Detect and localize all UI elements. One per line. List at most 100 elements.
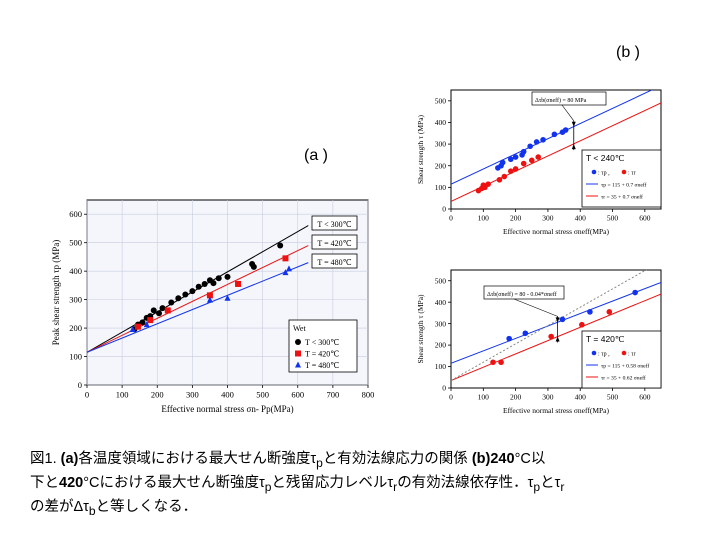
legend-entry: : τp , [598,352,610,358]
data-point [285,265,292,272]
data-point [143,321,150,328]
x-tick-label: 500 [607,393,619,402]
caption-subscript: p [316,455,323,470]
data-point [512,154,519,160]
data-point [224,273,231,280]
x-tick-label: 100 [116,390,129,400]
y-tick-label: 400 [435,118,447,127]
annotation-text: Δτb(σneff) = 80 MPa [535,97,587,104]
data-point [129,326,136,332]
y-tick-label: 600 [69,209,82,219]
y-tick-label: 0 [442,205,446,214]
legend-entry: τr = 35 + 0.7 σneff [601,194,643,201]
data-point [533,139,540,145]
y-tick-label: 400 [435,298,447,307]
data-point [512,166,519,172]
annotation-text: Δτb(σneff) = 80 - 0.04*σneff [487,291,557,298]
data-point [147,317,154,324]
data-point [498,359,504,366]
data-point [528,157,535,164]
data-point [520,160,527,167]
caption-text: 各温度領域における最大せん断強度τ [78,451,317,467]
gap-arrow [555,317,560,323]
legend-entry: : τr [628,171,636,177]
caption-text: と残留応力レベルτ [271,474,394,491]
caption-subscript: r [393,479,398,494]
data-point [485,181,491,187]
fit-lines [451,270,661,381]
data-point [579,321,585,328]
x-axis-title: Effective normal stress σneff(MPa) [503,227,610,236]
line-tag-label: T < 300℃ [317,220,351,229]
fit-line [87,262,309,353]
data-point [282,269,289,276]
x-tick-label: 200 [510,214,522,223]
panel-label-b: (b ) [616,44,640,61]
y-tick-label: 200 [435,161,447,170]
x-tick-label: 200 [510,393,522,402]
data-point [159,305,166,312]
legend-box [581,330,662,389]
legend-title: T < 240℃ [586,153,625,163]
line-tag [311,253,358,269]
data-point [501,173,508,180]
gap-arrow [571,144,576,150]
legend-box [288,319,358,373]
y-axis-title: Peak shear strength τp (MPa) [51,240,61,346]
x-tick-label: 500 [607,214,619,223]
line-tag [311,234,358,250]
caption-part-b: (b)240 [471,451,515,467]
legend-title: Wet [293,324,306,333]
caption-subscript: r [560,479,565,494]
data-point [282,255,289,262]
x-tick-label: 400 [575,393,587,402]
x-axis-title: Effective normal stress σn- Pp(MPa) [161,404,293,414]
chart-1: 0 100 200 300 400 500 600 700 800 0 100 200 300 400 50… [51,199,374,414]
legend-entry: : τr [628,352,636,358]
y-tick-label: 300 [435,319,447,328]
data-point [496,176,503,183]
data-point [562,127,569,133]
annotation-leader [513,298,558,317]
data-point [206,296,213,303]
y-tick-label: 500 [435,96,447,105]
legend-entry: T = 420℃ [305,350,339,359]
legend-entry: T < 300℃ [305,338,339,347]
caption-text: °Cにおける最大せん断強度τ [83,474,265,491]
x-tick-label: 300 [542,214,554,223]
x-axis-title: Effective normal stress σneff(MPa) [503,406,610,415]
data-point [606,309,613,315]
caption-line-1: 図1. (a)各温度領域における最大せん断強度τpと有効法線応力の関係 (b)2… [30,449,710,473]
legend-entry: τr = 35 + 0.62 σneff [601,375,646,382]
data-point [175,295,182,302]
data-point [507,156,514,163]
data-point [551,131,558,138]
caption-text: と有効法線応力の関係 [322,451,472,467]
data-point [520,148,527,155]
y-tick-label: 300 [69,295,82,305]
data-point [559,316,566,323]
caption-text: とτ [540,474,561,491]
legend-marker [591,350,597,356]
data-point [164,307,171,314]
data-point [506,335,512,342]
x-tick-label: 600 [639,393,651,402]
y-tick-label: 200 [69,323,82,333]
data-point [224,294,231,301]
x-tick-label: 500 [256,390,269,400]
caption-temperature: 420 [59,474,84,491]
x-tick-label: 700 [327,390,340,400]
caption-subscript: p [533,479,541,494]
legend-marker [621,350,627,356]
caption-text: の有効法線依存性．τ [397,474,534,491]
chart-3: 0 100 200 300 400 500 600 0 100 200 300 400 500 Effec… [416,269,662,415]
gap-arrow [571,121,576,127]
x-tick-label: 0 [85,390,89,400]
y-tick-label: 200 [435,341,447,350]
y-tick-label: 400 [69,266,82,276]
legend-entry: τp = 115 + 0.58 σneff [601,363,649,370]
figure-caption: 図1. (a)各温度領域における最大せん断強度τpと有効法線応力の関係 (b)2… [30,449,710,521]
y-tick-label: 500 [435,276,447,285]
data-point [195,283,202,290]
